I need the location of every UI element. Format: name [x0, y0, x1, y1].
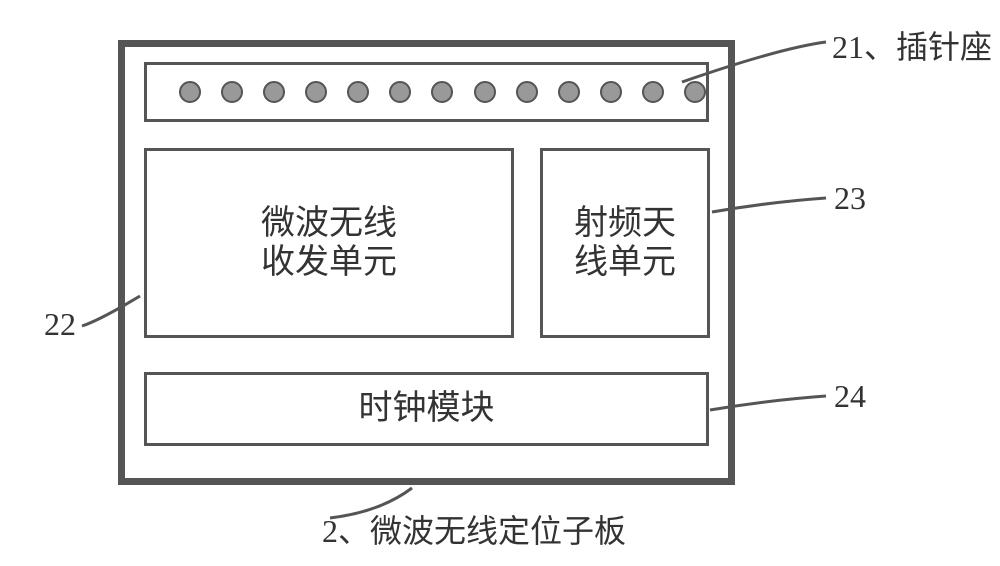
pin-12 — [642, 81, 664, 103]
pin-10 — [558, 81, 580, 103]
transceiver-label-line1: 微波无线 — [261, 205, 397, 242]
pin-4 — [305, 81, 327, 103]
pin-7 — [431, 81, 453, 103]
pin-9 — [516, 81, 538, 103]
callout-22-label: 22 — [44, 306, 76, 343]
pin-6 — [389, 81, 411, 103]
pin-11 — [600, 81, 622, 103]
pin-row — [179, 65, 706, 119]
callout-21-label: 21、插针座 — [832, 22, 992, 68]
pin-3 — [263, 81, 285, 103]
callout-23-label: 23 — [834, 180, 866, 217]
pin-8 — [474, 81, 496, 103]
clock-module: 时钟模块 — [144, 372, 709, 446]
pin-2 — [221, 81, 243, 103]
antenna-label: 射频天 线单元 — [574, 204, 676, 282]
antenna-label-line2: 线单元 — [574, 244, 676, 281]
microwave-transceiver-unit: 微波无线 收发单元 — [144, 148, 514, 338]
pin-13 — [684, 81, 706, 103]
antenna-label-line1: 射频天 — [574, 205, 676, 242]
rf-antenna-unit: 射频天 线单元 — [540, 148, 710, 338]
pin-header-box — [144, 62, 709, 122]
pin-5 — [347, 81, 369, 103]
transceiver-label-line2: 收发单元 — [261, 244, 397, 281]
diagram-canvas: 微波无线 收发单元 射频天 线单元 时钟模块 21、插针座 23 22 24 2… — [0, 0, 1000, 566]
callout-2-label: 2、微波无线定位子板 — [322, 506, 626, 552]
transceiver-label: 微波无线 收发单元 — [261, 204, 397, 282]
pin-1 — [179, 81, 201, 103]
clock-label: 时钟模块 — [359, 389, 495, 428]
callout-24-label: 24 — [834, 378, 866, 415]
